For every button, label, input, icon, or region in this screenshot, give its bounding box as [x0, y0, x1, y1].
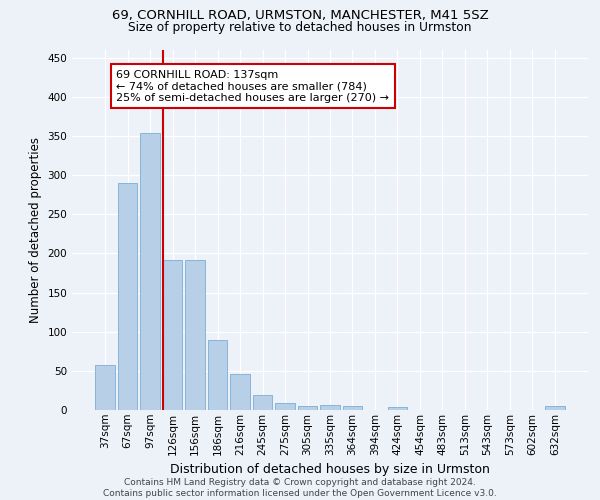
Bar — [208, 340, 227, 410]
Bar — [140, 133, 160, 410]
Bar — [320, 406, 340, 410]
Text: Contains HM Land Registry data © Crown copyright and database right 2024.
Contai: Contains HM Land Registry data © Crown c… — [103, 478, 497, 498]
Bar — [298, 406, 317, 410]
Text: 69, CORNHILL ROAD, URMSTON, MANCHESTER, M41 5SZ: 69, CORNHILL ROAD, URMSTON, MANCHESTER, … — [112, 9, 488, 22]
Bar — [388, 407, 407, 410]
Text: 69 CORNHILL ROAD: 137sqm
← 74% of detached houses are smaller (784)
25% of semi-: 69 CORNHILL ROAD: 137sqm ← 74% of detach… — [116, 70, 389, 103]
Y-axis label: Number of detached properties: Number of detached properties — [29, 137, 42, 323]
Text: Size of property relative to detached houses in Urmston: Size of property relative to detached ho… — [128, 21, 472, 34]
Bar — [343, 406, 362, 410]
Bar — [118, 183, 137, 410]
Bar — [545, 406, 565, 410]
Bar — [163, 260, 182, 410]
Bar — [230, 374, 250, 410]
Bar — [253, 395, 272, 410]
Bar — [275, 403, 295, 410]
Bar — [95, 364, 115, 410]
X-axis label: Distribution of detached houses by size in Urmston: Distribution of detached houses by size … — [170, 463, 490, 476]
Bar — [185, 260, 205, 410]
